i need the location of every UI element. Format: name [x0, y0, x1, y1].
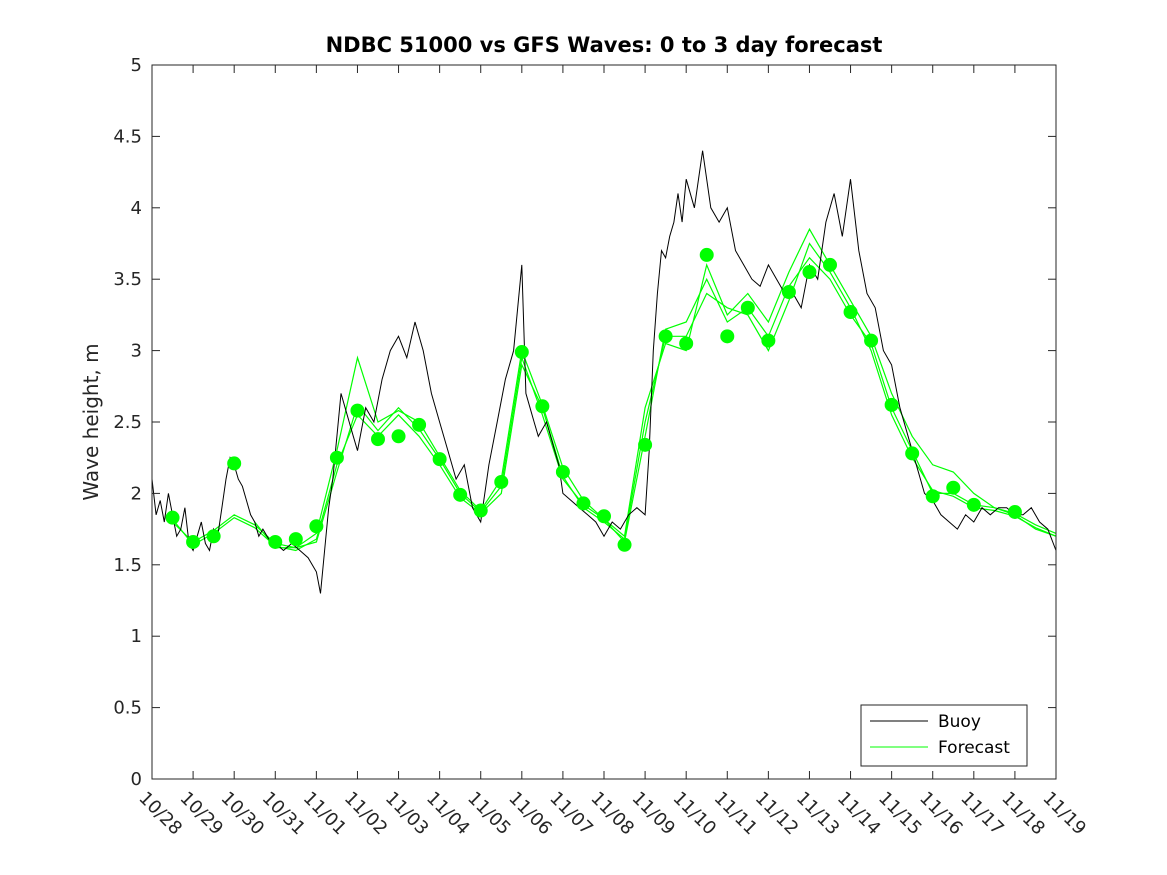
forecast-marker — [823, 257, 837, 272]
forecast-marker — [576, 496, 591, 511]
forecast-marker — [740, 300, 755, 315]
y-axis-label: Wave height, m — [79, 343, 103, 500]
forecast-marker — [494, 474, 509, 489]
forecast-marker — [638, 437, 653, 452]
forecast-marker — [432, 452, 447, 467]
forecast-marker — [391, 429, 406, 444]
forecast-marker — [288, 532, 303, 547]
forecast-marker — [699, 247, 714, 262]
x-tick-label: 11/05 — [463, 788, 515, 840]
x-tick-label: 11/10 — [669, 788, 721, 840]
forecast-marker — [473, 503, 488, 518]
x-tick-label: 10/31 — [258, 788, 310, 840]
forecast-marker — [309, 519, 324, 534]
x-tick-label: 11/19 — [1038, 788, 1090, 840]
x-tick-label: 11/07 — [545, 788, 597, 840]
forecast-marker — [843, 305, 858, 320]
forecast-marker — [186, 534, 201, 549]
forecast-marker — [781, 285, 796, 300]
legend-box — [860, 704, 1028, 767]
plot-area — [151, 150, 1057, 594]
legend-forecast-label: Forecast — [938, 738, 1010, 758]
x-tick-label: 11/12 — [751, 788, 803, 840]
chart-title: NDBC 51000 vs GFS Waves: 0 to 3 day fore… — [326, 33, 883, 57]
plot-frame — [151, 64, 1057, 780]
forecast-line — [254, 227, 1057, 549]
forecast-marker — [802, 265, 817, 280]
x-tick-label: 11/14 — [833, 788, 885, 840]
forecast-marker — [658, 329, 673, 344]
x-tick-label: 11/01 — [299, 788, 351, 840]
forecast-marker — [206, 529, 221, 544]
x-tick-label: 11/11 — [710, 788, 762, 840]
forecast-marker — [371, 432, 385, 447]
forecast-marker — [720, 329, 735, 344]
y-tick-label: 5 — [131, 55, 142, 76]
forecast-line — [172, 242, 1057, 552]
x-tick-label: 11/04 — [422, 788, 474, 840]
x-tick-label: 11/03 — [381, 788, 433, 840]
forecast-marker — [453, 487, 468, 502]
y-tick-label: 1 — [131, 626, 142, 647]
forecast-marker — [905, 446, 920, 461]
x-tick-label: 11/09 — [628, 788, 680, 840]
forecast-marker — [884, 397, 899, 412]
x-tick-label: 11/17 — [956, 788, 1008, 840]
x-tick-label: 10/29 — [176, 788, 228, 840]
forecast-marker — [1007, 504, 1022, 519]
forecast-marker — [412, 417, 427, 432]
y-tick-label: 3.5 — [113, 269, 142, 290]
forecast-line — [172, 256, 1057, 549]
x-tick-label: 11/18 — [997, 788, 1049, 840]
y-tick-label: 0 — [131, 769, 142, 790]
forecast-marker — [555, 464, 570, 479]
x-tick-label: 11/08 — [586, 788, 638, 840]
forecast-marker — [966, 497, 981, 512]
forecast-marker — [761, 333, 776, 348]
forecast-marker — [925, 489, 940, 504]
legend-buoy-label: Buoy — [938, 712, 981, 732]
forecast-marker — [679, 336, 694, 351]
forecast-marker — [535, 399, 550, 414]
x-tick-label: 10/30 — [217, 788, 269, 840]
x-tick-label: 11/02 — [340, 788, 392, 840]
y-tick-label: 2 — [131, 483, 142, 504]
forecast-marker — [165, 510, 180, 525]
forecast-marker — [597, 509, 611, 524]
forecast-marker — [946, 480, 961, 495]
forecast-marker — [329, 450, 344, 465]
y-tick-label: 4 — [131, 198, 142, 219]
x-tick-label: 11/06 — [504, 788, 556, 840]
x-tick-label: 11/15 — [874, 788, 926, 840]
forecast-marker — [268, 534, 283, 549]
forecast-marker — [514, 345, 529, 360]
y-tick-label: 1.5 — [113, 555, 142, 576]
x-tick-label: 10/28 — [134, 788, 186, 840]
forecast-marker — [227, 456, 242, 471]
forecast-marker — [864, 333, 879, 348]
y-tick-label: 0.5 — [113, 698, 142, 719]
y-tick-label: 3 — [131, 341, 142, 362]
y-tick-label: 2.5 — [113, 412, 142, 433]
buoy-line — [151, 150, 1057, 594]
x-tick-label: 11/16 — [915, 788, 967, 840]
forecast-marker — [617, 537, 632, 552]
forecast-marker — [350, 403, 365, 418]
legend: Buoy Forecast — [860, 704, 1028, 767]
x-tick-label: 11/13 — [792, 788, 844, 840]
y-tick-label: 4.5 — [113, 126, 142, 147]
